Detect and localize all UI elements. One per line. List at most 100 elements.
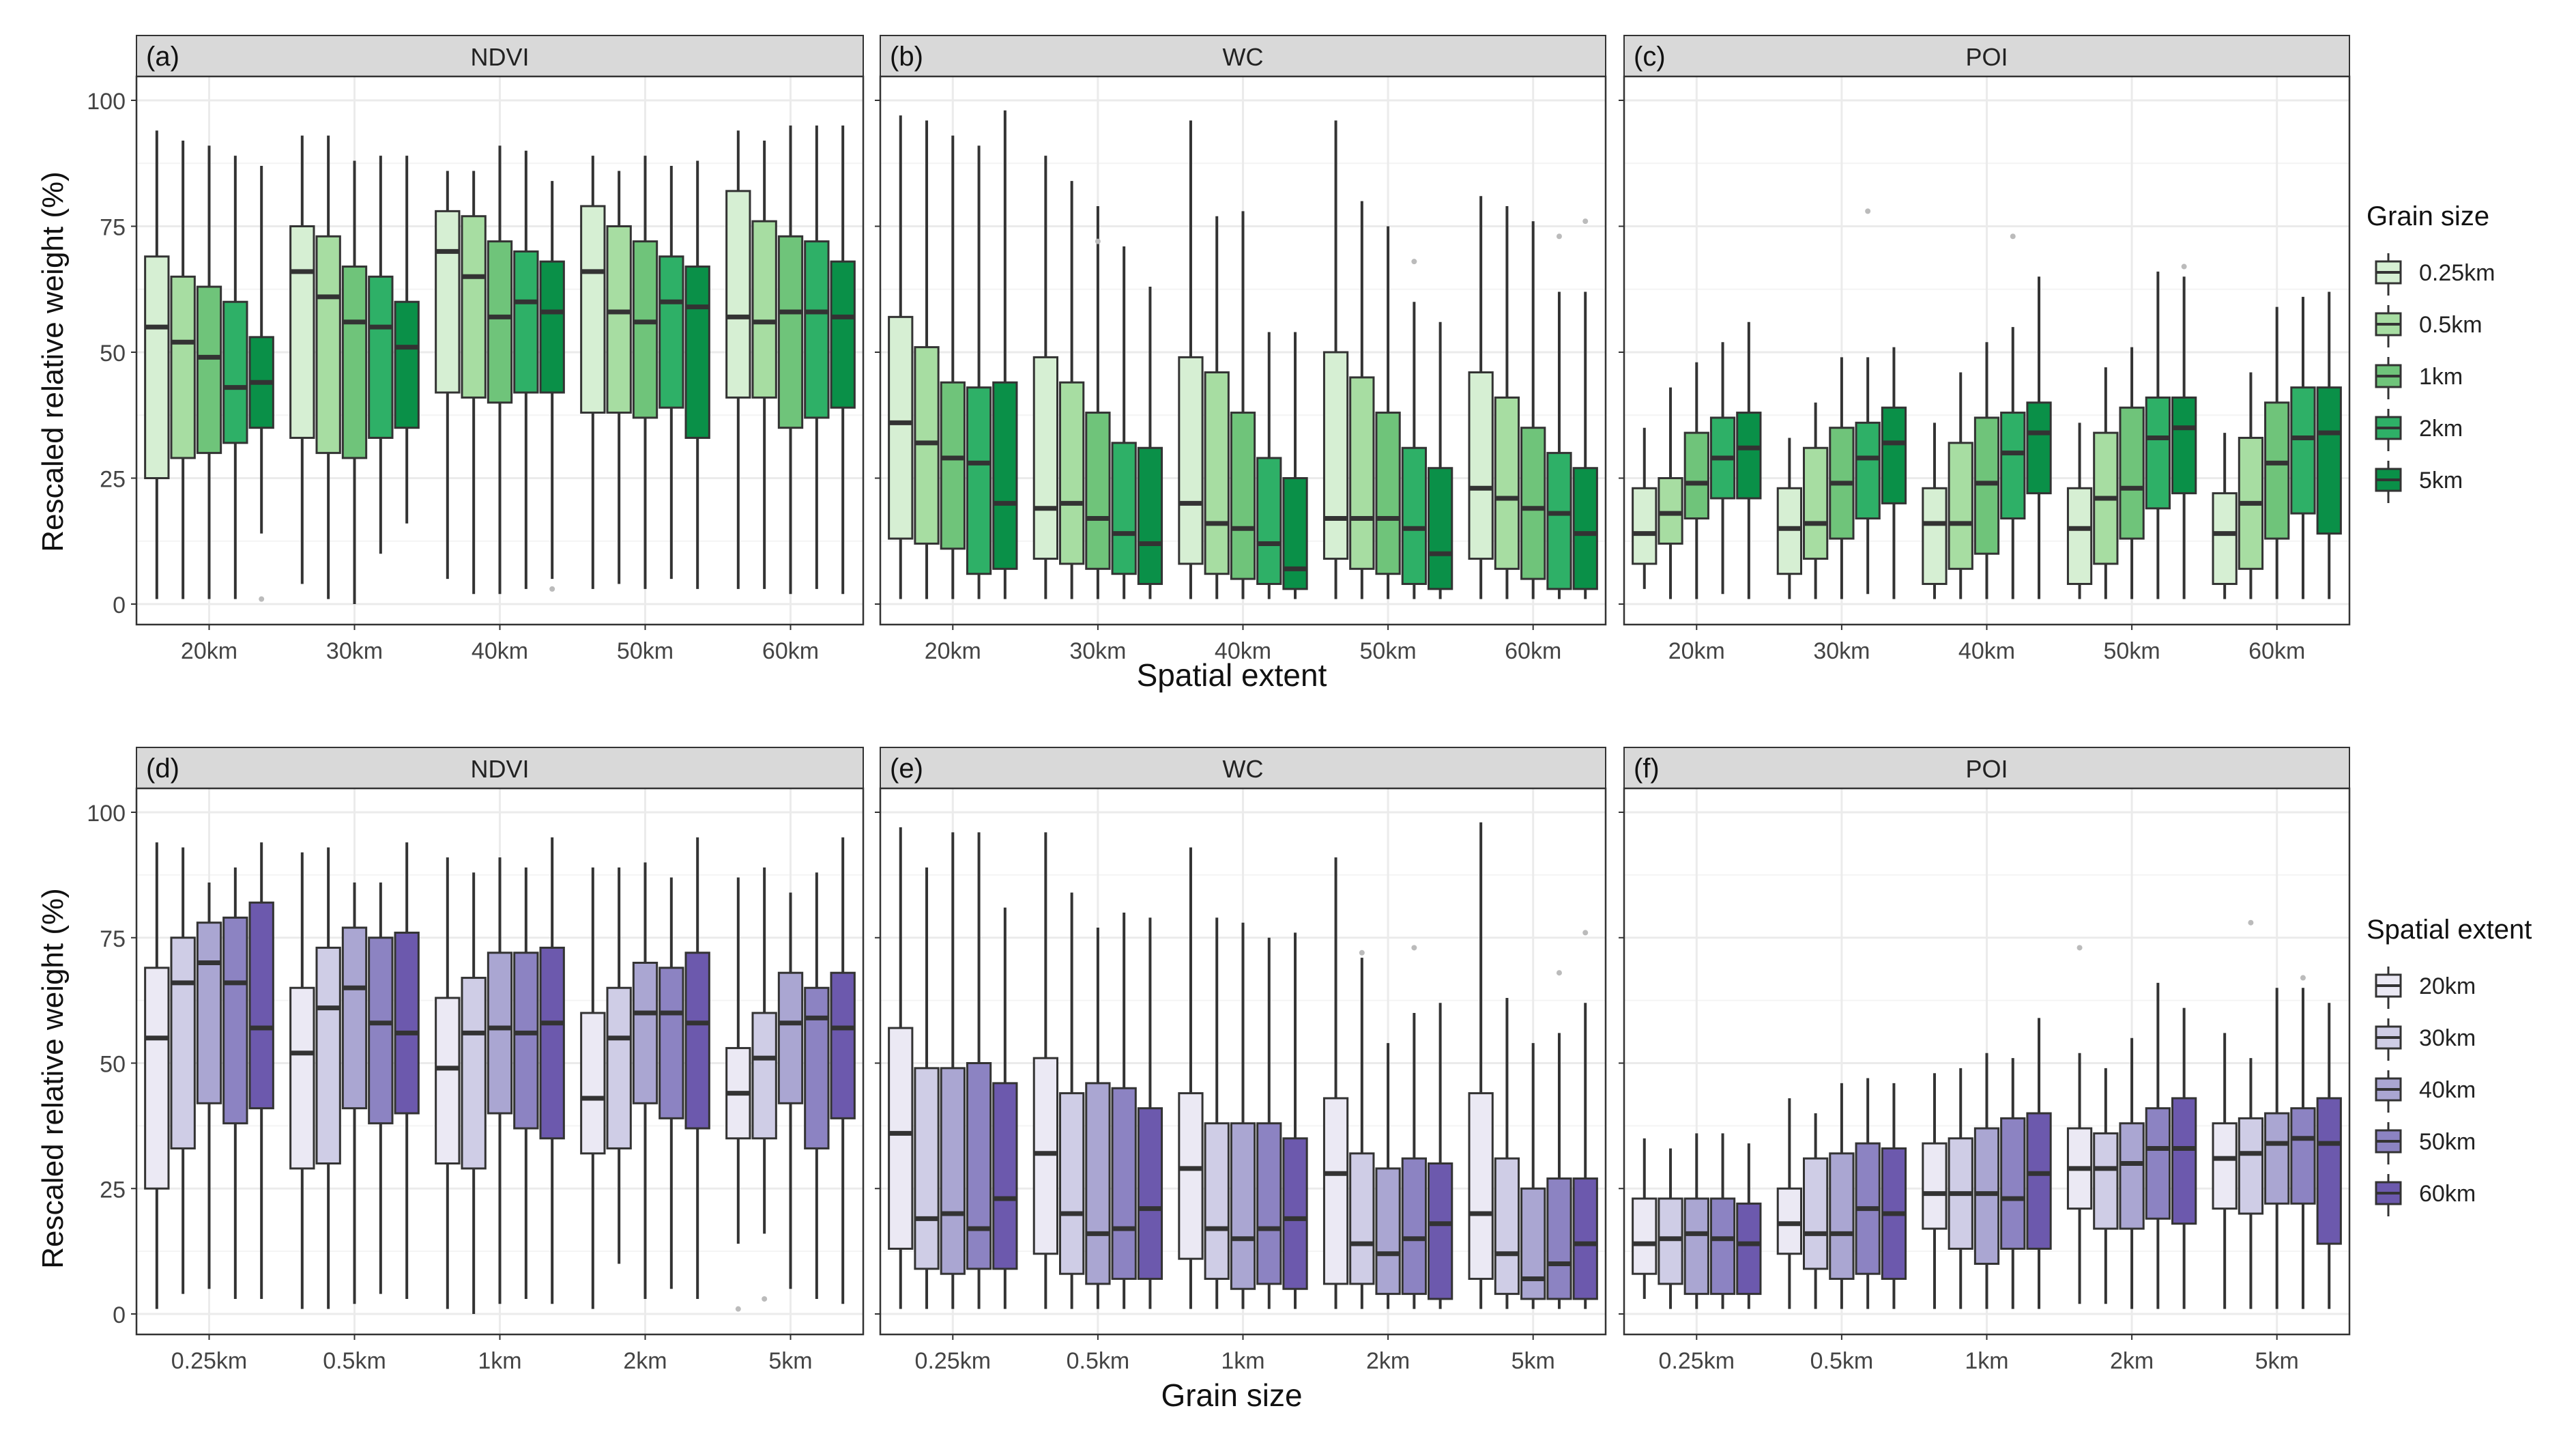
outlier-point [1411, 945, 1417, 951]
box-iqr [2000, 412, 2026, 520]
box-5km-60km [830, 837, 856, 1304]
legend-label: 2km [2419, 416, 2463, 442]
box-40km-0.5km [461, 171, 487, 595]
y-tick-label: 100 [87, 89, 126, 115]
box-1km-50km [513, 867, 539, 1299]
box-0.25km-40km [196, 882, 222, 1289]
box-0.25km-20km [888, 827, 914, 1309]
box-iqr [315, 946, 341, 1164]
box-iqr [2145, 396, 2171, 510]
box-iqr [1137, 446, 1163, 585]
box-60km-1km [777, 125, 804, 595]
box-1km-30km [461, 872, 487, 1314]
x-tick-label: 60km [762, 638, 819, 664]
box-20km-0.5km [914, 120, 940, 599]
panel-a: (a) NDVI 0 25 50 75 100 20km 30km 40km 50km 60km [87, 35, 865, 664]
x-tick-label: 60km [1505, 638, 1561, 664]
box-50km-0.5km [606, 171, 632, 584]
box-0.25km-50km [222, 867, 248, 1299]
legend-title: Spatial extent [2367, 915, 2532, 945]
panel-title: POI [1965, 755, 2008, 783]
box-1km-40km [1230, 922, 1256, 1309]
box-iqr [1948, 442, 1973, 570]
box-iqr [888, 1027, 914, 1250]
box-iqr [1178, 1092, 1204, 1260]
facet-strip [136, 747, 864, 789]
box-iqr [1137, 1107, 1163, 1281]
box-iqr [1683, 1197, 1709, 1296]
box-1km-50km [2000, 1058, 2026, 1309]
box-40km-1km [487, 145, 513, 595]
outlier-point [1865, 208, 1871, 214]
box-iqr [1032, 356, 1058, 560]
box-iqr [1401, 446, 1428, 585]
panel-tag: (a) [146, 42, 179, 72]
box-60km-0.5km [751, 141, 777, 589]
box-5km-30km [751, 867, 777, 1234]
box-0.25km-30km [1658, 1148, 1683, 1309]
box-iqr [2290, 386, 2316, 515]
box-50km-5km [2171, 276, 2197, 599]
box-0.5km-30km [1802, 1113, 1829, 1309]
box-1km-60km [539, 837, 565, 1304]
box-iqr [1683, 431, 1709, 520]
box-5km-20km [1468, 822, 1494, 1309]
x-tick-label: 30km [1069, 638, 1126, 664]
outlier-point [2248, 919, 2254, 926]
facet-strip [880, 35, 1606, 77]
box-0.25km-30km [914, 867, 940, 1309]
box-iqr [992, 381, 1018, 570]
box-iqr [144, 967, 170, 1190]
outlier-point [1556, 233, 1562, 240]
box-2km-40km [632, 862, 659, 1299]
x-tick-label: 5km [768, 1348, 812, 1374]
panel-tag: (f) [1634, 754, 1660, 784]
box-iqr [1282, 1137, 1308, 1290]
box-iqr [684, 952, 710, 1130]
x-tick-label: 50km [617, 638, 674, 664]
box-iqr [461, 215, 487, 399]
box-iqr [461, 977, 487, 1170]
box-60km-1km [2264, 306, 2290, 599]
box-iqr [1111, 1087, 1137, 1281]
x-axis-title-bottom: Grain size [1161, 1377, 1302, 1413]
box-0.25km-20km [1632, 1138, 1658, 1299]
box-iqr [830, 260, 856, 409]
box-iqr [487, 952, 513, 1115]
box-5km-60km [1572, 1003, 1598, 1309]
x-tick-label: 2km [1366, 1348, 1410, 1374]
outlier-point [1359, 949, 1365, 956]
box-2km-60km [1428, 1003, 1453, 1309]
box-iqr [1546, 452, 1572, 590]
box-iqr [513, 250, 539, 394]
box-40km-2km [2000, 327, 2026, 599]
panel-d: (d) NDVI 0 25 50 75 100 0.25km 0.5km 1km 2km 5km [87, 747, 865, 1374]
box-0.5km-50km [1855, 1078, 1881, 1309]
box-2km-50km [659, 877, 684, 1289]
box-0.5km-60km [1881, 1083, 1907, 1309]
facet-strip [880, 747, 1606, 789]
box-0.5km-20km [289, 852, 315, 1309]
box-5km-40km [1520, 1043, 1546, 1309]
box-0.5km-20km [1032, 832, 1058, 1309]
box-40km-5km [539, 181, 565, 580]
panel-tag: (e) [890, 754, 923, 784]
box-iqr [1520, 427, 1546, 580]
box-2km-30km [2093, 1068, 2119, 1304]
box-iqr [659, 255, 684, 409]
box-0.5km-60km [394, 842, 420, 1299]
box-2km-30km [1349, 958, 1375, 1309]
outlier-point [1095, 238, 1101, 244]
box-iqr [966, 1062, 992, 1270]
box-iqr [1230, 412, 1256, 580]
box-iqr [2212, 492, 2238, 585]
box-0.5km-40km [341, 882, 368, 1304]
box-iqr [606, 225, 632, 414]
box-iqr [1494, 1157, 1520, 1296]
outlier-point [1582, 930, 1589, 936]
box-iqr [751, 1012, 777, 1140]
box-30km-0.5km [1058, 181, 1085, 599]
x-tick-label: 30km [326, 638, 383, 664]
box-40km-0.25km [1922, 423, 1948, 599]
